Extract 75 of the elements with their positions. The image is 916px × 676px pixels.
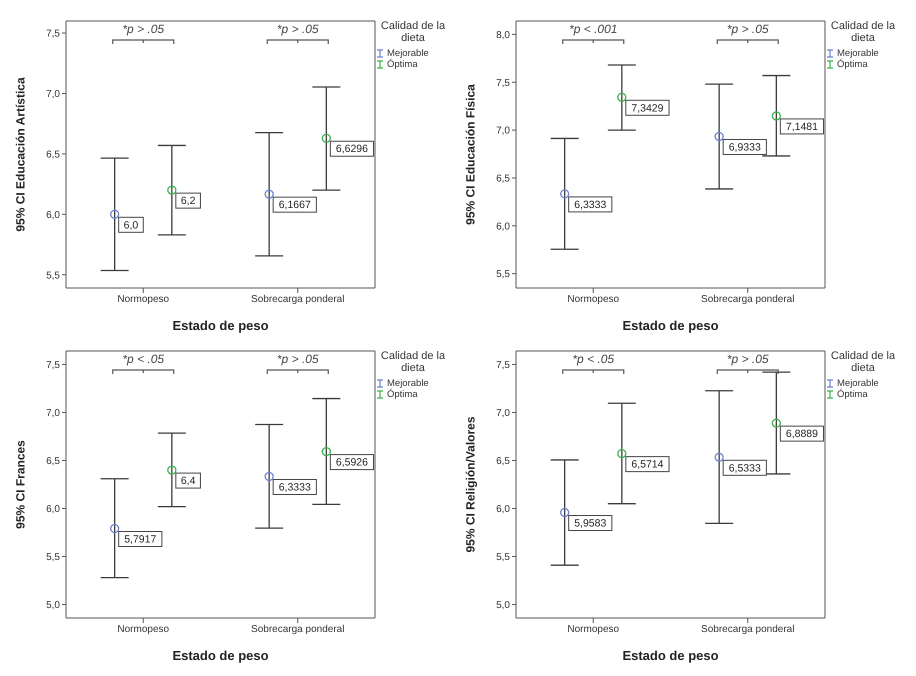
x-axis-title: Estado de peso [172,648,269,663]
y-tick-label: 7,0 [46,408,60,420]
y-tick-label: 5,5 [496,552,510,564]
y-tick-label: 5,5 [496,269,510,280]
y-tick-label: 6,5 [46,456,60,468]
data-label: 6,5333 [728,462,761,474]
annotation: *p > .05 [726,352,769,366]
data-label: 6,4 [180,475,196,488]
x-tick-label: Normopeso [567,624,620,636]
legend-label: Mejorable [386,378,430,389]
x-axis-title: Estado de peso [622,318,719,333]
annotation: *p < .05 [572,352,614,366]
y-tick-label: 7,5 [496,360,510,371]
y-tick-label: 7,0 [46,89,60,100]
data-label: 6,5926 [336,456,368,469]
y-tick-label: 7,5 [496,78,510,89]
y-tick-label: 6,0 [46,504,60,516]
annotation: *p > .05 [122,22,164,36]
y-tick-label: 7,5 [46,360,60,371]
annotation: *p < .001 [569,22,618,36]
data-label: 6,2 [180,195,196,208]
annotation: *p > .05 [276,22,319,36]
legend-label: Óptima [836,389,869,400]
x-tick-label: Normopeso [117,294,170,306]
y-tick-label: 6,5 [46,149,60,160]
data-label: 6,8889 [786,428,818,440]
legend-label: Óptima [386,389,419,400]
y-tick-label: 6,0 [496,504,510,516]
legend-title: Calidad de la dieta [380,20,446,44]
y-tick-label: 6,5 [496,173,510,184]
y-tick-label: 6,0 [46,210,60,221]
legend-title: Calidad de la dieta [830,350,896,374]
legend-label: Óptima [386,59,419,70]
y-axis-title: 95% CI Educación Física [463,84,478,225]
legend-label: Mejorable [836,378,880,389]
data-label: 7,1481 [786,120,818,133]
y-tick-label: 6,5 [496,456,510,468]
y-axis-title: 95% CI Educación Artística [13,77,28,232]
legend-title: Calidad de la dieta [380,350,446,374]
data-label: 6,6296 [336,143,368,156]
annotation: *p < .05 [122,352,164,366]
y-tick-label: 5,0 [46,600,60,612]
data-label: 6,0 [124,219,138,232]
data-label: 6,3333 [574,198,606,211]
data-label: 6,3333 [278,482,311,494]
y-tick-label: 8,0 [496,30,510,41]
x-axis-title: Estado de peso [622,648,719,663]
annotation: *p > .05 [276,352,319,366]
y-tick-label: 5,0 [496,600,510,612]
x-tick-label: Sobrecarga ponderal [701,624,794,636]
legend-title: Calidad de la dieta [830,20,896,44]
y-tick-label: 7,5 [46,28,60,40]
x-tick-label: Sobrecarga ponderal [251,624,344,636]
data-label: 6,1667 [278,199,311,212]
legend-label: Mejorable [386,48,430,59]
data-label: 7,3429 [631,102,664,114]
x-tick-label: Sobrecarga ponderal [701,294,794,306]
y-tick-label: 7,0 [496,408,510,420]
annotation: *p > .05 [726,22,769,36]
x-axis-title: Estado de peso [172,318,269,333]
y-tick-label: 7,0 [496,126,510,137]
x-tick-label: Normopeso [117,624,170,636]
y-tick-label: 5,5 [46,552,60,564]
y-tick-label: 5,5 [46,270,60,282]
data-label: 6,9333 [728,141,761,154]
x-tick-label: Normopeso [567,294,620,306]
y-tick-label: 6,0 [496,221,510,232]
data-label: 5,7917 [124,534,156,546]
y-axis-title: 95% CI Religión/Valores [463,416,478,553]
x-tick-label: Sobrecarga ponderal [251,294,344,306]
y-axis-title: 95% CI Frances [13,440,28,529]
legend-label: Mejorable [836,48,880,59]
data-label: 6,5714 [631,458,664,471]
legend-label: Óptima [836,59,869,70]
data-label: 5,9583 [574,518,606,530]
